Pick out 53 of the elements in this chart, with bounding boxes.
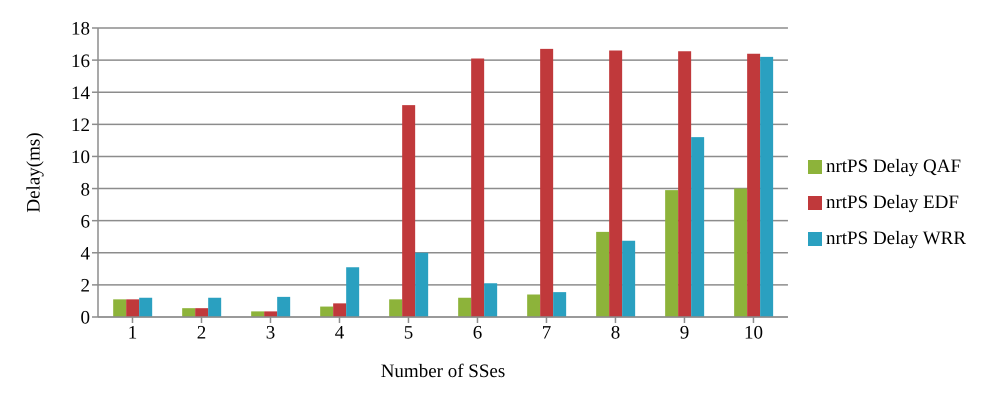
y-tick-label: 2 xyxy=(80,276,90,297)
bar xyxy=(553,292,566,317)
bar xyxy=(458,298,472,317)
bar xyxy=(320,306,334,317)
y-tick-label: 14 xyxy=(71,82,90,104)
x-tick-label: 3 xyxy=(266,322,276,344)
bar xyxy=(415,252,428,317)
bar xyxy=(527,294,540,317)
bar xyxy=(182,308,196,317)
bar xyxy=(113,299,126,317)
bar xyxy=(622,240,636,317)
bar xyxy=(346,267,360,317)
x-tick-label: 10 xyxy=(744,322,763,344)
y-tick-label: 18 xyxy=(71,18,90,40)
x-tick-label: 6 xyxy=(472,322,482,344)
y-tick-label: 12 xyxy=(71,115,90,136)
y-tick-label: 0 xyxy=(80,308,90,329)
bar xyxy=(333,303,346,317)
legend-label: nrtPS Delay QAF xyxy=(826,156,962,176)
x-axis-title: Number of SSes xyxy=(380,361,506,382)
bar xyxy=(195,308,208,317)
bar xyxy=(691,137,704,317)
bar xyxy=(139,298,152,317)
y-tick-label: 4 xyxy=(80,244,90,265)
bar xyxy=(609,50,622,317)
x-tick-label: 2 xyxy=(196,322,206,344)
bar xyxy=(208,298,222,317)
x-tick-label: 7 xyxy=(542,322,552,344)
bar xyxy=(665,190,678,317)
x-tick-label: 1 xyxy=(128,322,138,344)
x-tick-label: 9 xyxy=(680,322,690,344)
x-tick-label: 4 xyxy=(334,322,345,344)
bar xyxy=(540,48,554,317)
bar xyxy=(747,54,760,317)
bar xyxy=(389,299,402,317)
y-tick-label: 8 xyxy=(80,179,90,200)
bar xyxy=(471,58,484,317)
bar xyxy=(734,188,748,317)
y-tick-label: 10 xyxy=(71,147,90,168)
y-tick-label: 6 xyxy=(80,211,90,232)
bar xyxy=(126,299,140,317)
bar xyxy=(760,56,774,317)
x-tick-label: 8 xyxy=(610,322,620,344)
bar xyxy=(277,296,290,317)
legend-label: nrtPS Delay WRR xyxy=(826,228,966,248)
bar xyxy=(484,283,498,317)
bar xyxy=(596,232,610,317)
legend-label: nrtPS Delay EDF xyxy=(826,192,959,212)
bar xyxy=(402,105,416,317)
x-tick-label: 5 xyxy=(404,322,414,344)
y-axis-title: Delay(ms) xyxy=(24,132,45,213)
bar xyxy=(678,51,692,317)
y-tick-label: 16 xyxy=(71,50,90,72)
